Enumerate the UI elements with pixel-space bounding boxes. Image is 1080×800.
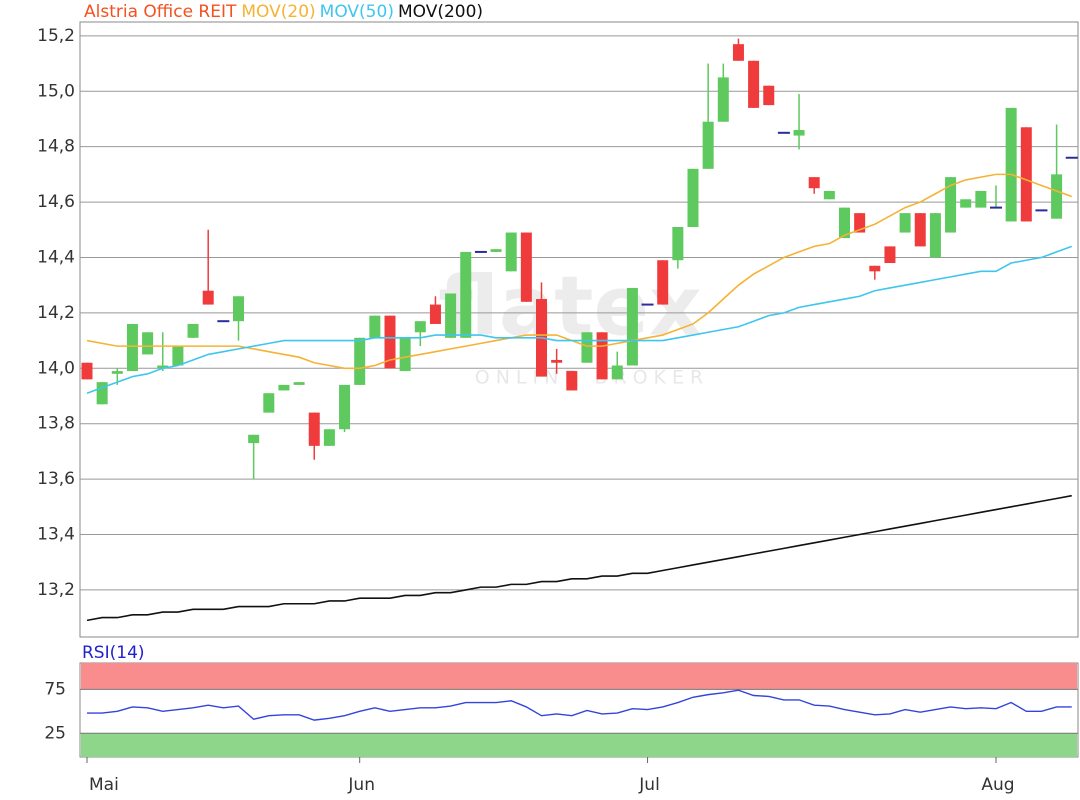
candle-body — [505, 232, 517, 272]
candle-body — [293, 382, 305, 385]
candle-body — [869, 265, 881, 272]
y-tick-label: 25 — [44, 723, 66, 743]
x-tick-label: Jun — [347, 775, 375, 795]
y-tick-label: 13,6 — [37, 469, 75, 489]
candle-body — [354, 337, 366, 385]
moving-average — [86, 494, 1072, 622]
overbought-band — [81, 663, 1077, 690]
y-tick-label: 13,2 — [37, 580, 75, 600]
candle-body — [657, 260, 669, 305]
candle-body — [823, 190, 835, 200]
candle-body — [278, 384, 290, 391]
moving-average — [86, 245, 1073, 394]
candle-body — [1005, 107, 1017, 222]
oversold-band — [81, 733, 1077, 757]
candle-body — [914, 213, 926, 247]
candle-body — [308, 412, 320, 446]
candle-body — [399, 337, 411, 372]
candle-body — [884, 246, 896, 264]
y-tick-label: 13,8 — [37, 414, 75, 434]
candle-body — [187, 323, 199, 338]
candle-body — [323, 429, 335, 446]
candle-body — [702, 121, 714, 169]
y-tick-label: 14,6 — [37, 192, 75, 212]
candle-body — [172, 346, 184, 366]
candle-body — [672, 227, 684, 261]
rsi-line — [87, 689, 1072, 721]
legend-title: Alstria Office REIT — [84, 2, 237, 22]
y-tick-label: 14,4 — [37, 247, 75, 267]
candle-body — [596, 332, 608, 380]
y-tick-label: 15,2 — [37, 26, 75, 46]
candle-body — [748, 60, 760, 108]
candle-body — [157, 365, 169, 369]
legend-entry: MOV(50) — [320, 2, 394, 22]
legend-entry: MOV(200) — [398, 2, 483, 22]
candle-body — [414, 321, 426, 333]
candle-body — [839, 207, 850, 239]
y-tick-label: 15,0 — [37, 81, 75, 101]
candle-body — [248, 434, 260, 444]
candle-body — [717, 77, 729, 122]
candle-body — [369, 315, 381, 338]
candle-body — [233, 296, 244, 322]
candle-body — [960, 199, 972, 208]
candle-body — [793, 130, 805, 136]
candle-body — [445, 293, 457, 338]
candle-body — [732, 44, 744, 61]
candle-body — [929, 213, 941, 258]
candle-body — [611, 365, 623, 380]
candle-body — [490, 249, 502, 252]
candle-body — [581, 332, 593, 363]
candle-body — [520, 232, 532, 302]
legend-entry: MOV(20) — [241, 2, 315, 22]
y-tick-label: 13,4 — [37, 525, 75, 545]
candle-body — [384, 315, 396, 369]
candle-body — [899, 213, 911, 233]
candle-body — [202, 290, 214, 305]
candle-body — [626, 287, 638, 366]
candle-body — [460, 251, 472, 338]
x-tick-label: Jul — [638, 775, 660, 795]
rsi-title: RSI(14) — [82, 643, 145, 663]
candle-body — [763, 85, 775, 106]
candle-body — [854, 213, 866, 233]
candle-body — [945, 177, 957, 233]
candle-body — [808, 177, 820, 189]
watermark-sub: ONLINE BROKER — [475, 367, 709, 389]
candle-body — [263, 393, 275, 413]
y-tick-label: 75 — [44, 679, 66, 699]
candle-body — [142, 332, 154, 355]
candle-body — [96, 382, 108, 405]
y-tick-label: 14,8 — [37, 137, 75, 157]
candle-body — [111, 371, 123, 374]
candle-body — [126, 323, 138, 372]
candle-body — [551, 359, 563, 363]
candle-body — [81, 362, 93, 380]
moving-average — [86, 173, 1073, 370]
candle-body — [687, 168, 699, 227]
candle-body — [566, 371, 578, 391]
candle-body — [1051, 174, 1063, 219]
x-tick-label: Mai — [89, 775, 119, 795]
candle-body — [1020, 127, 1032, 222]
candle-body — [429, 304, 441, 324]
y-tick-label: 14,2 — [37, 303, 75, 323]
candle-body — [339, 384, 351, 430]
x-tick-label: Aug — [981, 775, 1014, 795]
y-tick-label: 14,0 — [37, 358, 75, 378]
candle-body — [975, 190, 987, 208]
